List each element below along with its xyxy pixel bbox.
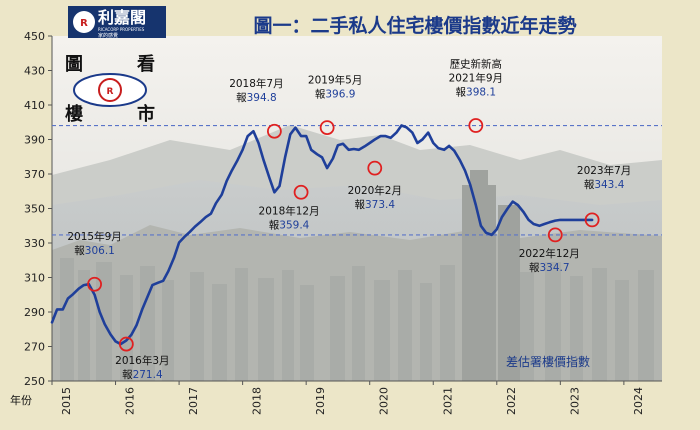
annotation-label: 2023年7月 bbox=[577, 164, 631, 177]
annotation-value: 報271.4 bbox=[122, 369, 163, 381]
chart-title: 圖一：二手私人住宅樓價指數近年走勢 bbox=[253, 14, 576, 37]
annotation-value: 報398.1 bbox=[456, 87, 497, 99]
badge-char-1: 圖 bbox=[65, 54, 83, 75]
annotation-label: 2021年9月 bbox=[449, 72, 503, 85]
x-tick-label: 2017 bbox=[187, 387, 200, 415]
y-tick-label: 330 bbox=[24, 237, 45, 250]
logo-main-text: 利嘉閣 bbox=[98, 8, 146, 27]
annotation-label: 2019年5月 bbox=[308, 74, 362, 87]
x-tick-label: 2023 bbox=[568, 387, 581, 415]
x-tick-label: 2019 bbox=[314, 387, 327, 415]
x-tick-label: 2022 bbox=[505, 387, 518, 415]
logo-emblem bbox=[73, 11, 95, 33]
y-tick-label: 390 bbox=[24, 134, 45, 147]
peak-marker bbox=[87, 276, 102, 292]
annotation-label: 2022年12月 bbox=[519, 247, 580, 260]
x-tick-label: 2020 bbox=[378, 387, 391, 415]
eye-iris-text: R bbox=[107, 87, 114, 97]
annotation-value: 報396.9 bbox=[315, 89, 356, 101]
tick-group: 250 270 290 310 330 350 370 390 410 430 450 2015 201… bbox=[24, 30, 645, 415]
logo-english-text: RICACORP PROPERTIES bbox=[98, 27, 145, 32]
y-tick-label: 290 bbox=[24, 306, 45, 319]
annotation-value: 報306.1 bbox=[74, 245, 115, 257]
x-tick-label: 2021 bbox=[441, 387, 454, 415]
series-line bbox=[50, 124, 594, 346]
annotation-label: 2020年2月 bbox=[348, 184, 402, 197]
y-tick-label: 310 bbox=[24, 272, 45, 285]
eye-iris bbox=[98, 78, 122, 102]
reference-lines bbox=[52, 124, 662, 236]
marker-group bbox=[87, 118, 600, 352]
series-group bbox=[50, 124, 594, 346]
peak-marker bbox=[118, 336, 134, 352]
y-tick-label: 370 bbox=[24, 168, 45, 181]
peak-marker bbox=[367, 160, 383, 176]
x-axis-label: 年份 bbox=[10, 393, 32, 407]
badge-char-2: 看 bbox=[136, 53, 155, 75]
x-tick-label: 2015 bbox=[60, 387, 73, 415]
annotation-value: 報343.4 bbox=[584, 179, 625, 191]
y-tick-label: 250 bbox=[24, 375, 45, 388]
y-tick-label: 450 bbox=[24, 30, 45, 43]
peak-marker bbox=[584, 212, 600, 228]
chart-header: R 利嘉閣 RICACORP PROPERTIES 家的感覺 圖一：二手私人住宅… bbox=[68, 6, 577, 39]
peak-marker bbox=[547, 227, 563, 243]
annotation-value: 報373.4 bbox=[355, 199, 396, 211]
annotation-value: 報394.8 bbox=[236, 92, 277, 104]
annotation-value: 報334.7 bbox=[529, 262, 570, 274]
peak-marker bbox=[319, 120, 335, 135]
y-tick-label: 270 bbox=[24, 341, 45, 354]
y-tick-label: 350 bbox=[24, 203, 45, 216]
peak-marker bbox=[293, 184, 309, 200]
x-tick-label: 2024 bbox=[632, 387, 645, 415]
y-tick-label: 430 bbox=[24, 65, 45, 78]
annotation-label: 2018年7月 bbox=[229, 77, 283, 90]
annotation-label: 2016年3月 bbox=[115, 354, 169, 367]
annotation-label: 2018年12月 bbox=[259, 204, 320, 217]
annotation-label: 2015年9月 bbox=[67, 230, 121, 243]
annotation-value: 報359.4 bbox=[269, 219, 310, 231]
logo-sub-text: 家的感覺 bbox=[98, 32, 118, 39]
badge-char-3: 樓 bbox=[65, 103, 83, 125]
annotation-label: 歷史新新高 bbox=[450, 58, 503, 71]
series-legend-label: 差估署樓價指數 bbox=[506, 354, 590, 369]
x-tick-label: 2016 bbox=[124, 387, 137, 415]
view-market-badge: R 圖 看 樓 市 bbox=[65, 53, 155, 125]
x-tick-label: 2018 bbox=[251, 387, 264, 415]
logo-emblem-text: R bbox=[80, 18, 88, 29]
peak-marker bbox=[468, 118, 484, 133]
peak-marker bbox=[266, 123, 282, 139]
badge-char-4: 市 bbox=[137, 103, 155, 125]
y-tick-label: 410 bbox=[24, 99, 45, 112]
